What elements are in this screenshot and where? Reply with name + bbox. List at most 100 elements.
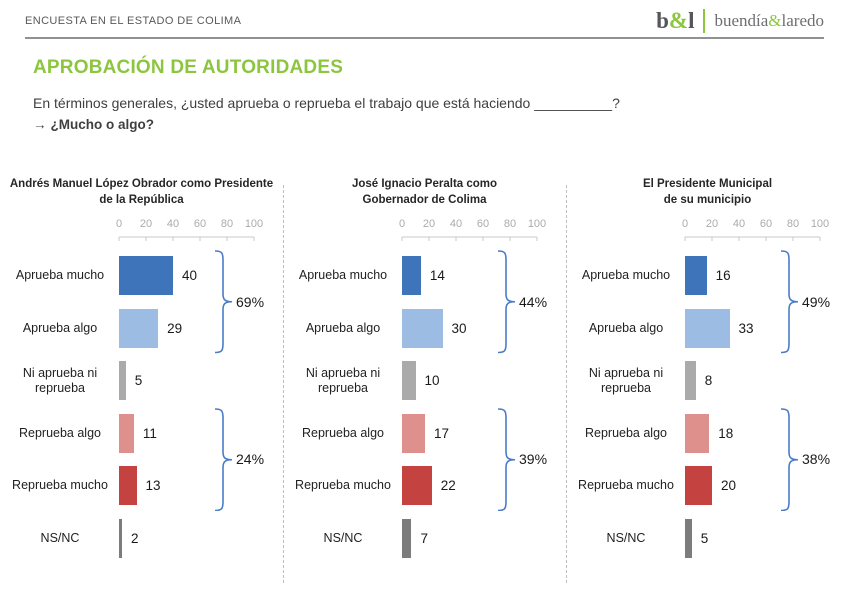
approve-total-label: 49% bbox=[802, 293, 831, 310]
category-label: Aprueba mucho bbox=[581, 268, 671, 282]
bar bbox=[119, 256, 173, 295]
bar bbox=[119, 413, 134, 453]
category-label: Reprueba mucho bbox=[295, 478, 391, 492]
value-label: 10 bbox=[424, 373, 440, 388]
value-label: 2 bbox=[131, 530, 139, 546]
axis-tick-label: 60 bbox=[760, 218, 772, 230]
approve-total-label: 69% bbox=[236, 293, 265, 310]
bar bbox=[119, 361, 126, 400]
category-label: Aprueba algo bbox=[305, 320, 381, 335]
value-label: 5 bbox=[700, 530, 709, 546]
value-label: 8 bbox=[704, 373, 713, 388]
approve-bracket bbox=[214, 250, 233, 354]
bar bbox=[119, 466, 137, 505]
category-label: Reprueba algo bbox=[584, 425, 667, 440]
category-label: Aprueba mucho bbox=[15, 268, 105, 282]
x-axis: 0 20 40 60 80 100 bbox=[399, 218, 546, 241]
axis-tick-label: 80 bbox=[504, 218, 516, 230]
x-axis: 0 20 40 60 80 100 bbox=[116, 218, 263, 241]
value-label: 13 bbox=[145, 478, 161, 493]
bar bbox=[685, 518, 692, 558]
bar bbox=[685, 361, 696, 400]
charts-region: Andrés Manuel López Obrador como Preside… bbox=[0, 170, 849, 599]
question-subtext: → ¿Mucho o algo? bbox=[33, 117, 154, 132]
value-label: 16 bbox=[715, 268, 731, 283]
question-text: En términos generales, ¿usted aprueba o … bbox=[33, 95, 620, 111]
value-label: 18 bbox=[718, 425, 734, 441]
x-axis: 0 20 40 60 80 100 bbox=[682, 218, 829, 241]
value-label: 11 bbox=[142, 425, 157, 441]
page-header: ENCUESTA EN EL ESTADO DE COLIMA b&l buen… bbox=[0, 0, 849, 46]
axis-tick-label: 60 bbox=[477, 218, 489, 230]
disapprove-bracket bbox=[780, 407, 799, 511]
category-label: NS/NC bbox=[323, 530, 363, 545]
bar bbox=[402, 518, 412, 558]
survey-kicker: ENCUESTA EN EL ESTADO DE COLIMA bbox=[25, 15, 242, 27]
approve-total-label: 44% bbox=[519, 293, 548, 310]
axis-tick-label: 100 bbox=[811, 218, 829, 230]
bar bbox=[119, 518, 122, 558]
bar bbox=[685, 413, 710, 453]
disapprove-total-label: 24% bbox=[236, 451, 265, 468]
axis-tick-label: 100 bbox=[245, 218, 263, 230]
chart-column: El Presidente Municipal de su municipio 0… bbox=[566, 170, 849, 599]
bar bbox=[402, 361, 416, 400]
chart-column: José Ignacio Peralta como Gobernador de … bbox=[283, 170, 566, 599]
axis-tick-label: 60 bbox=[194, 218, 206, 230]
logo-monogram: b&l bbox=[656, 8, 695, 33]
logo-ampersand2-icon: & bbox=[768, 11, 782, 30]
disapprove-bracket bbox=[497, 407, 516, 511]
axis-tick-label: 0 bbox=[116, 218, 122, 230]
category-label: Reprueba algo bbox=[18, 425, 101, 440]
chart-title: Andrés Manuel López Obrador como Preside… bbox=[9, 178, 274, 206]
bar bbox=[119, 308, 159, 348]
header-rule bbox=[25, 37, 824, 39]
value-label: 40 bbox=[182, 268, 198, 283]
axis-tick-label: 100 bbox=[528, 218, 546, 230]
axis-tick-label: 20 bbox=[423, 218, 435, 230]
axis-tick-label: 40 bbox=[733, 218, 745, 230]
category-label: Aprueba algo bbox=[588, 320, 664, 335]
category-label: Ni aprueba ni reprueba bbox=[305, 365, 381, 395]
value-label: 30 bbox=[451, 320, 467, 336]
axis-tick-label: 80 bbox=[221, 218, 233, 230]
chart-column: Andrés Manuel López Obrador como Preside… bbox=[0, 170, 283, 599]
category-label: Reprueba mucho bbox=[578, 478, 674, 492]
bar bbox=[402, 413, 425, 453]
category-label: Aprueba mucho bbox=[298, 268, 388, 282]
category-label: Ni aprueba ni reprueba bbox=[22, 365, 98, 395]
axis-tick-label: 40 bbox=[167, 218, 179, 230]
axis-tick-label: 0 bbox=[399, 218, 405, 230]
axis-tick-label: 20 bbox=[140, 218, 152, 230]
value-label: 5 bbox=[134, 373, 143, 388]
bar bbox=[402, 466, 432, 505]
category-label: NS/NC bbox=[40, 530, 80, 545]
value-label: 22 bbox=[440, 478, 456, 493]
value-label: 14 bbox=[429, 268, 445, 283]
disapprove-total-label: 39% bbox=[519, 451, 548, 468]
category-label: Reprueba mucho bbox=[12, 478, 108, 492]
disapprove-total-label: 38% bbox=[802, 451, 831, 468]
arrow-icon: → bbox=[33, 117, 47, 132]
category-label: Aprueba algo bbox=[22, 320, 98, 335]
approve-bracket bbox=[497, 250, 516, 354]
bar bbox=[402, 256, 421, 295]
axis-tick-label: 0 bbox=[682, 218, 688, 230]
category-label: Reprueba algo bbox=[301, 425, 384, 440]
buendia-laredo-logo: b&l buendía&laredo bbox=[656, 6, 824, 36]
logo-ampersand-icon: & bbox=[668, 8, 689, 33]
bar bbox=[685, 466, 712, 505]
disapprove-bracket bbox=[214, 407, 233, 511]
logo-divider bbox=[703, 9, 706, 33]
chart-title: José Ignacio Peralta como Gobernador de … bbox=[351, 178, 498, 206]
bar bbox=[685, 308, 730, 348]
category-label: NS/NC bbox=[606, 530, 646, 545]
value-label: 7 bbox=[420, 530, 428, 546]
axis-tick-label: 20 bbox=[706, 218, 718, 230]
column-divider bbox=[566, 185, 567, 583]
logo-wordmark: buendía&laredo bbox=[714, 11, 824, 30]
axis-tick-label: 80 bbox=[787, 218, 799, 230]
bar bbox=[402, 308, 443, 348]
column-divider bbox=[283, 185, 284, 583]
axis-tick-label: 40 bbox=[450, 218, 462, 230]
